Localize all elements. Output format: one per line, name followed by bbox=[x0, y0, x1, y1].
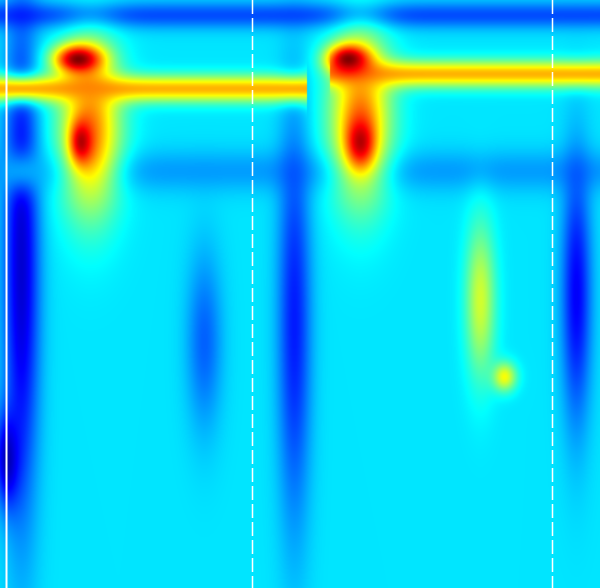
heatmap-canvas bbox=[0, 0, 600, 588]
heatmap-overlay bbox=[5, 0, 554, 588]
